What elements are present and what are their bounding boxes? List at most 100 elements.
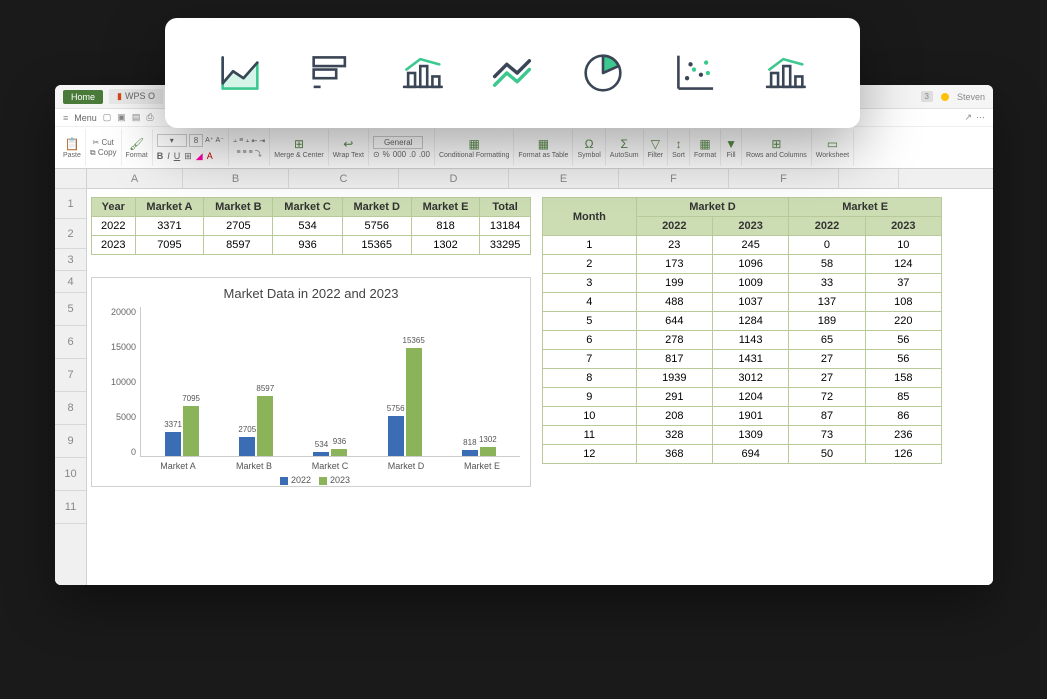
cut-button[interactable]: ✂ Cut: [93, 138, 114, 147]
table-cell[interactable]: 534: [273, 217, 342, 236]
table-cell[interactable]: 73: [789, 426, 865, 445]
menu-label[interactable]: Menu: [74, 113, 97, 123]
table-cell[interactable]: 3371: [135, 217, 204, 236]
table-cell[interactable]: 1901: [712, 407, 788, 426]
format-table-group[interactable]: ▦Format as Table: [514, 129, 573, 166]
row-header[interactable]: 5: [55, 293, 86, 326]
table-cell[interactable]: 208: [636, 407, 712, 426]
grid-area[interactable]: YearMarket AMarket BMarket CMarket DMark…: [87, 189, 993, 585]
table-cell[interactable]: 0: [789, 236, 865, 255]
sort-group[interactable]: ↕Sort: [668, 129, 690, 166]
bar[interactable]: 936: [331, 449, 347, 456]
table-cell[interactable]: 2022: [92, 217, 136, 236]
combo-chart-icon[interactable]: [755, 43, 815, 103]
table-cell[interactable]: 33295: [480, 236, 531, 255]
table-cell[interactable]: 1037: [712, 293, 788, 312]
table-cell[interactable]: 124: [865, 255, 941, 274]
indent-left-icon[interactable]: ⇤: [252, 137, 258, 145]
underline-button[interactable]: U: [174, 151, 181, 162]
font-select[interactable]: ▾: [157, 134, 187, 147]
table-cell[interactable]: 173: [636, 255, 712, 274]
align-top-icon[interactable]: ⫠: [233, 137, 237, 145]
table-cell[interactable]: 56: [865, 331, 941, 350]
align-middle-icon[interactable]: ≡: [239, 137, 243, 145]
save-icon[interactable]: ▤: [132, 112, 141, 123]
table-cell[interactable]: 33: [789, 274, 865, 293]
fill-group[interactable]: ▼Fill: [721, 129, 742, 166]
table-cell[interactable]: 11: [543, 426, 637, 445]
column-header[interactable]: F: [729, 169, 839, 188]
table-cell[interactable]: 817: [636, 350, 712, 369]
row-header[interactable]: 8: [55, 392, 86, 425]
notification-badge[interactable]: 3: [921, 91, 933, 102]
scatter-chart-icon[interactable]: [664, 43, 724, 103]
bar[interactable]: 818: [462, 450, 478, 456]
table-cell[interactable]: 7095: [135, 236, 204, 255]
autosum-group[interactable]: ΣAutoSum: [606, 129, 644, 166]
print-icon[interactable]: ⎙: [146, 112, 153, 123]
row-header[interactable]: 10: [55, 458, 86, 491]
fill-color-button[interactable]: ◢: [196, 151, 203, 162]
table-cell[interactable]: 85: [865, 388, 941, 407]
increase-font-icon[interactable]: A⁺: [205, 136, 213, 144]
table-cell[interactable]: 488: [636, 293, 712, 312]
home-button[interactable]: Home: [63, 90, 103, 104]
table-cell[interactable]: 5756: [342, 217, 411, 236]
table-cell[interactable]: 199: [636, 274, 712, 293]
table-cell[interactable]: 245: [712, 236, 788, 255]
table-cell[interactable]: 8: [543, 369, 637, 388]
bar[interactable]: 1302: [480, 447, 496, 456]
table-cell[interactable]: 1: [543, 236, 637, 255]
row-header[interactable]: 11: [55, 491, 86, 524]
bar[interactable]: 8597: [257, 396, 273, 456]
bold-button[interactable]: B: [157, 151, 164, 162]
table-cell[interactable]: 1143: [712, 331, 788, 350]
table-cell[interactable]: 56: [865, 350, 941, 369]
table-cell[interactable]: 189: [789, 312, 865, 331]
bar[interactable]: 534: [313, 452, 329, 456]
table-cell[interactable]: 1096: [712, 255, 788, 274]
table-cell[interactable]: 158: [865, 369, 941, 388]
table-cell[interactable]: 818: [411, 217, 479, 236]
row-header[interactable]: 1: [55, 189, 86, 219]
table-cell[interactable]: 2: [543, 255, 637, 274]
table-cell[interactable]: 87: [789, 407, 865, 426]
orientation-icon[interactable]: ⤵: [255, 149, 262, 159]
table-cell[interactable]: 27: [789, 369, 865, 388]
pie-chart-icon[interactable]: [573, 43, 633, 103]
rows-cols-group[interactable]: ⊞Rows and Columns: [742, 129, 812, 166]
table-cell[interactable]: 1009: [712, 274, 788, 293]
more-icon[interactable]: ⋯: [976, 112, 985, 123]
summary-table[interactable]: YearMarket AMarket BMarket CMarket DMark…: [91, 197, 531, 255]
table-cell[interactable]: 278: [636, 331, 712, 350]
inc-decimal-icon[interactable]: .0: [409, 150, 416, 159]
bar[interactable]: 7095: [183, 406, 199, 456]
table-cell[interactable]: 23: [636, 236, 712, 255]
table-cell[interactable]: 13184: [480, 217, 531, 236]
table-cell[interactable]: 1204: [712, 388, 788, 407]
table-cell[interactable]: 368: [636, 445, 712, 464]
align-bottom-icon[interactable]: ⫠: [245, 137, 249, 145]
table-cell[interactable]: 2023: [92, 236, 136, 255]
open-icon[interactable]: ▣: [117, 112, 126, 123]
percent-icon[interactable]: %: [383, 150, 390, 159]
table-cell[interactable]: 5: [543, 312, 637, 331]
row-header[interactable]: 4: [55, 271, 86, 293]
column-header[interactable]: A: [87, 169, 183, 188]
table-cell[interactable]: 137: [789, 293, 865, 312]
table-cell[interactable]: 1284: [712, 312, 788, 331]
table-cell[interactable]: 291: [636, 388, 712, 407]
column-header[interactable]: B: [183, 169, 289, 188]
table-cell[interactable]: 4: [543, 293, 637, 312]
row-header[interactable]: 7: [55, 359, 86, 392]
avatar[interactable]: [941, 93, 949, 101]
table-cell[interactable]: 644: [636, 312, 712, 331]
table-cell[interactable]: 936: [273, 236, 342, 255]
filter-group[interactable]: ▽Filter: [644, 129, 669, 166]
table-cell[interactable]: 10: [865, 236, 941, 255]
table-cell[interactable]: 10: [543, 407, 637, 426]
new-icon[interactable]: ▢: [103, 112, 112, 123]
table-cell[interactable]: 6: [543, 331, 637, 350]
table-cell[interactable]: 1431: [712, 350, 788, 369]
column-header[interactable]: E: [509, 169, 619, 188]
